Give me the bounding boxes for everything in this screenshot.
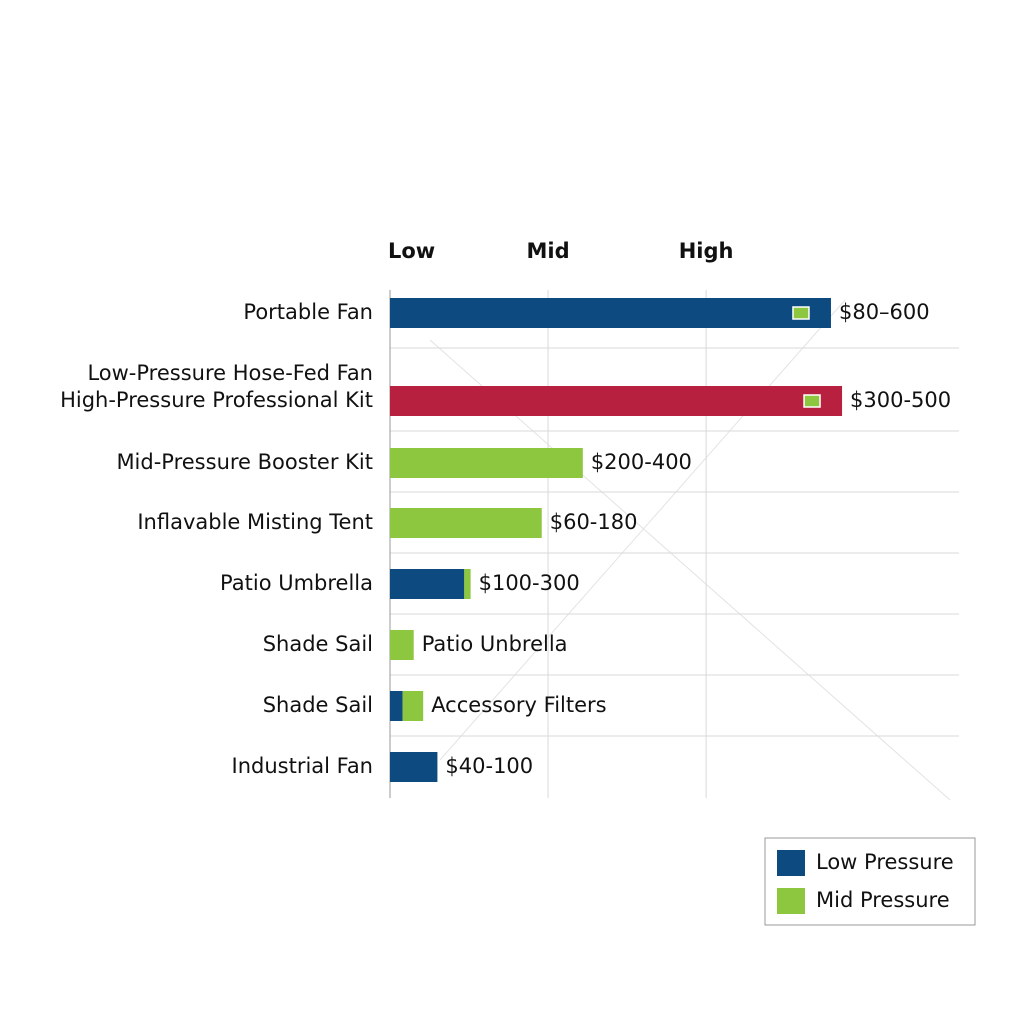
bar [464,569,471,599]
bar [390,508,542,538]
y-tick-label: Portable Fan [243,300,373,324]
y-tick-label: Patio Umbrella [220,571,373,595]
y-tick-label: Shade Sail [263,693,373,717]
x-tick-label: Low [388,239,435,263]
legend-swatch [777,888,805,914]
bar-label: $300-500 [850,388,951,412]
decor-line [439,299,846,761]
bar-label: $80–600 [839,300,930,324]
bar [402,691,424,721]
y-tick-label: Low-Pressure Hose-Fed Fan [87,361,373,385]
bar [390,752,438,782]
bar [390,448,583,478]
bar [390,569,465,599]
bar-label: $200-400 [591,450,692,474]
bar [390,630,414,660]
legend-label: Low Pressure [816,850,954,874]
y-tick-label: Inflavable Misting Tent [137,510,373,534]
x-tick-label: High [679,239,734,263]
bar-label: Patio Unbrella [422,632,568,656]
bar [390,386,843,416]
bar-label: Accessory Filters [431,693,606,717]
y-tick-label: High-Pressure Professional Kit [60,388,373,412]
bar-label: $40-100 [445,754,533,778]
bar-label: $100-300 [479,571,580,595]
legend-swatch [777,850,805,876]
legend-label: Mid Pressure [816,888,950,912]
y-tick-label: Mid-Pressure Booster Kit [116,450,373,474]
bar [390,298,831,328]
bar [390,691,403,721]
y-tick-label: Shade Sail [263,632,373,656]
bar-icon [792,306,810,320]
decor-line [429,339,951,801]
x-tick-label: Mid [526,239,569,263]
y-tick-label: Industrial Fan [232,754,374,778]
bar-icon [803,394,821,408]
bar-label: $60-180 [550,510,638,534]
